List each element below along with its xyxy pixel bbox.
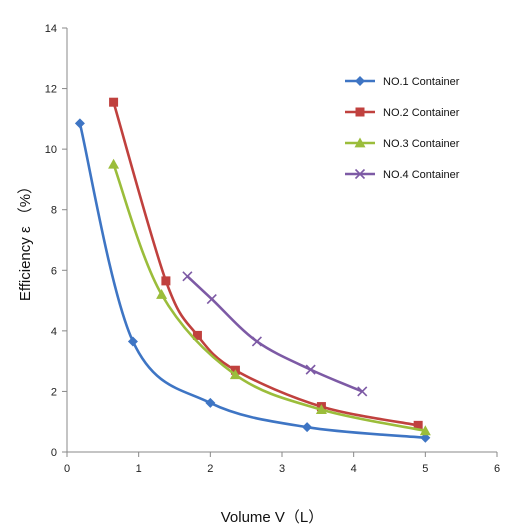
y-tick-label: 4 [51,326,57,338]
data-point-square [109,97,119,107]
y-tick-label: 14 [45,23,57,35]
data-point-square [413,420,423,430]
y-tick-label: 0 [51,447,57,459]
data-point-diamond [355,76,365,86]
legend-label: NO.1 Container [383,76,460,88]
data-point-x-stroke [305,364,316,375]
y-tick-label: 12 [45,84,57,96]
data-point-square [355,107,365,117]
data-point-square [161,276,171,286]
x-tick-label: 0 [64,463,70,475]
series-1 [74,118,431,443]
series-3 [108,158,431,436]
x-tick-label: 1 [136,463,142,475]
y-tick-label: 10 [45,144,57,156]
data-point-x-stroke [251,336,262,347]
data-point-x [251,336,262,347]
data-point-triangle [419,425,431,436]
data-point-diamond [205,397,216,408]
legend: NO.1 Container NO.2 Container NO.3 Contain… [345,76,460,181]
data-point-triangle [229,369,241,380]
data-point-x [206,293,217,305]
data-point-x-stroke [357,386,368,397]
data-point-triangle [315,404,327,414]
data-point-x [354,168,366,180]
data-point-diamond [420,432,431,443]
data-point-diamond [127,336,138,347]
data-point-triangle [354,137,366,148]
x-tick-label: 2 [207,463,213,475]
legend-item: NO.3 Container [345,137,460,150]
data-point-diamond [74,118,85,129]
data-point-square [192,330,202,340]
data-point-x-stroke [354,168,366,180]
y-tick-label: 8 [51,205,57,217]
data-point-x [357,386,368,397]
data-point-triangle [156,289,168,299]
legend-label: NO.4 Container [383,169,460,181]
legend-item: NO.1 Container [345,76,460,88]
data-point-x-stroke [206,293,217,305]
x-tick-label: 4 [351,463,357,475]
x-tick-label: 5 [422,463,428,475]
y-tick-label: 6 [51,265,57,277]
series-layer [74,97,431,443]
legend-label: NO.3 Container [383,138,460,150]
series-line [112,101,419,427]
data-point-x [305,364,316,375]
x-axis-title: Volume V（L） [221,509,324,526]
data-point-triangle [108,158,120,169]
legend-item: NO.2 Container [345,107,460,119]
data-point-diamond [302,422,313,433]
y-axis-title: Efficiency ε （%） [17,179,34,301]
x-tick-label: 3 [279,463,285,475]
series-line [78,123,426,440]
series-2 [109,97,423,430]
series-line [186,275,363,393]
legend-item: NO.4 Container [345,168,460,181]
data-point-x-stroke [182,271,193,282]
x-tick-label: 6 [494,463,500,475]
y-tick-label: 2 [51,386,57,398]
series-4 [182,271,368,397]
data-point-x [182,271,193,282]
legend-label: NO.2 Container [383,107,460,119]
